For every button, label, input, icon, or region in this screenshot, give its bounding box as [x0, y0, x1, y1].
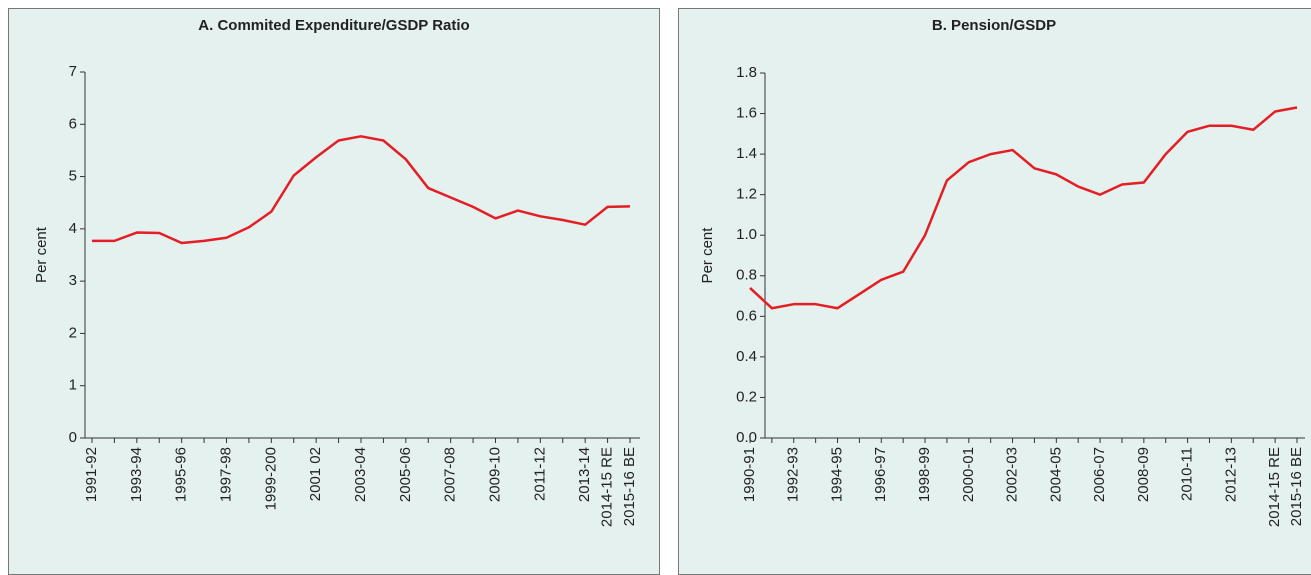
y-tick-label: 0.0	[736, 429, 757, 446]
panel	[8, 8, 660, 575]
y-tick-label: 1	[69, 377, 77, 394]
y-axis-label: Per cent	[699, 227, 716, 284]
x-tick-label: 2010-11	[1179, 447, 1196, 501]
x-tick-label: 2011-12	[531, 447, 548, 501]
y-axis-label: Per cent	[33, 226, 50, 283]
y-tick-label: 0.6	[736, 307, 757, 324]
x-tick-label: 1998-99	[916, 447, 933, 502]
x-tick-label: 2009-10	[486, 447, 503, 502]
x-tick-label: 1992-93	[785, 447, 802, 502]
y-tick-label: 0	[69, 429, 77, 446]
y-tick-label: 1.8	[736, 64, 757, 81]
x-tick-label: 1990-91	[741, 447, 758, 502]
panel	[678, 8, 1311, 575]
x-tick-label: 2006-07	[1091, 447, 1108, 502]
y-tick-label: 3	[69, 272, 77, 289]
y-tick-label: 0.8	[736, 267, 757, 284]
x-tick-label: 2003-04	[352, 447, 369, 502]
x-tick-label: 2002-03	[1004, 447, 1021, 502]
x-tick-label: 2014-15 RE	[599, 447, 616, 527]
x-tick-label: 2001 02	[307, 447, 324, 501]
x-tick-label: 1999-200	[262, 447, 279, 510]
y-tick-label: 1.6	[736, 105, 757, 122]
x-tick-label: 1994-95	[828, 447, 845, 502]
y-tick-label: 5	[69, 168, 77, 185]
chart-title: A. Commited Expenditure/GSDP Ratio	[198, 17, 469, 34]
x-tick-label: 1997-98	[217, 447, 234, 502]
y-tick-label: 7	[69, 63, 77, 80]
y-tick-label: 1.4	[736, 145, 757, 162]
line	[749, 106, 1298, 310]
y-tick-label: 0.4	[736, 348, 757, 365]
y-tick-label: 2	[69, 324, 77, 341]
x-tick-label: 1991-92	[83, 447, 100, 502]
x-tick-label: 2005-06	[397, 447, 414, 502]
y-tick-label: 1.2	[736, 186, 757, 203]
y-tick-label: 6	[69, 115, 77, 132]
x-tick-label: 1993-94	[128, 447, 145, 502]
x-tick-label: 2004-05	[1047, 447, 1064, 502]
x-tick-label: 2015-16 BE	[1288, 447, 1305, 526]
x-tick-label: 2014-15 RE	[1266, 447, 1283, 527]
x-tick-label: 1996-97	[872, 447, 889, 502]
y-tick-label: 4	[69, 220, 77, 237]
x-tick-label: 2000-01	[960, 447, 977, 502]
x-tick-label: 1995-96	[173, 447, 190, 502]
x-tick-label: 2012-13	[1222, 447, 1239, 502]
x-tick-label: 2015-16 BE	[621, 447, 638, 526]
chart-title: B. Pension/GSDP	[932, 17, 1056, 34]
y-tick-label: 0.2	[736, 388, 757, 405]
y-tick-label: 1.0	[736, 226, 757, 243]
x-tick-label: 2013-14	[576, 447, 593, 502]
x-tick-label: 2008-09	[1135, 447, 1152, 502]
line	[92, 135, 631, 245]
x-tick-label: 2007-08	[442, 447, 459, 502]
